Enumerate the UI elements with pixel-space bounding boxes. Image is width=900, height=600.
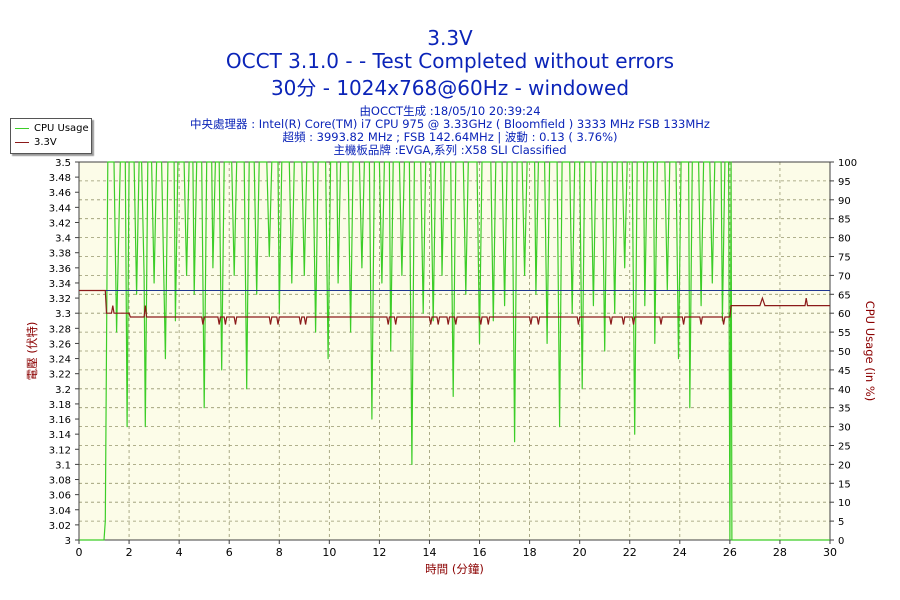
chart-subtitle: OCCT 3.1.0 - - Test Completed without er… — [225, 49, 675, 73]
y-left-tick-label: 3.16 — [49, 415, 71, 426]
y-left-tick-label: 3.24 — [49, 355, 71, 366]
y-right-tick-label: 60 — [838, 309, 851, 320]
y-left-tick-label: 3.22 — [49, 370, 71, 381]
y-left-tick-label: 3.5 — [55, 158, 71, 169]
y-right-tick-label: 100 — [838, 158, 857, 169]
y-right-tick-label: 25 — [838, 442, 851, 453]
y-left-tick-label: 3.42 — [49, 218, 71, 229]
y-left-tick-label: 3.04 — [49, 506, 71, 517]
y-right-tick-label: 80 — [838, 234, 851, 245]
y-left-tick-label: 3.18 — [49, 400, 71, 411]
y-left-tick-label: 3.28 — [49, 324, 71, 335]
x-tick-label: 30 — [823, 546, 837, 559]
y-right-tick-label: 75 — [838, 253, 851, 264]
y-left-tick-label: 3.38 — [49, 249, 71, 260]
x-tick-label: 0 — [76, 546, 83, 559]
y-right-tick-label: 0 — [838, 536, 844, 547]
series-voltage-line — [79, 289, 830, 325]
y-right-tick-label: 10 — [838, 498, 851, 509]
y-right-tick-label: 35 — [838, 404, 851, 415]
y-left-tick-label: 3 — [65, 536, 71, 547]
legend-swatch-cpu — [15, 128, 29, 129]
y-left-tick-label: 3.08 — [49, 476, 71, 487]
x-tick-label: 14 — [422, 546, 436, 559]
x-tick-label: 26 — [723, 546, 737, 559]
legend-swatch-voltage — [15, 142, 29, 143]
y-right-tick-label: 90 — [838, 196, 851, 207]
x-tick-label: 16 — [473, 546, 487, 559]
y-left-tick-label: 3.3 — [55, 309, 71, 320]
y-right-tick-label: 15 — [838, 479, 851, 490]
chart-title: 3.3V — [427, 26, 473, 50]
y-right-tick-label: 5 — [838, 517, 844, 528]
y-right-tick-label: 50 — [838, 347, 851, 358]
y-left-tick-label: 3.46 — [49, 188, 71, 199]
legend-label-voltage: 3.3V — [34, 137, 57, 148]
info-overclock: 超頻 : 3993.82 MHz ; FSB 142.64MHz | 波動 : … — [282, 130, 618, 144]
legend: CPU Usage 3.3V — [10, 118, 92, 154]
y-left-tick-label: 3.02 — [49, 521, 71, 532]
y-right-tick-label: 40 — [838, 385, 851, 396]
y-left-tick-label: 3.26 — [49, 339, 71, 350]
y-right-tick-label: 20 — [838, 460, 851, 471]
x-tick-label: 12 — [372, 546, 386, 559]
y-left-tick-label: 3.36 — [49, 264, 71, 275]
x-tick-label: 6 — [226, 546, 233, 559]
x-tick-label: 24 — [673, 546, 687, 559]
y-right-tick-label: 65 — [838, 290, 851, 301]
y-left-tick-label: 3.14 — [49, 430, 71, 441]
y-right-tick-label: 95 — [838, 177, 851, 188]
y-left-tick-label: 3.48 — [49, 173, 71, 184]
y-left-tick-label: 3.2 — [55, 385, 71, 396]
y-left-tick-label: 3.06 — [49, 491, 71, 502]
x-tick-label: 4 — [176, 546, 183, 559]
series-cpu-usage-line — [79, 161, 830, 541]
legend-label-cpu: CPU Usage — [34, 123, 89, 134]
x-tick-label: 28 — [773, 546, 787, 559]
x-axis-label: 時間 (分鐘) — [425, 562, 484, 576]
chart-subtitle-resolution: 30分 - 1024x768@60Hz - windowed — [270, 76, 630, 100]
info-cpu: 中央處理器 : Intel(R) Core(TM) i7 CPU 975 @ 3… — [190, 117, 710, 131]
x-tick-label: 18 — [523, 546, 537, 559]
y-right-axis-label: CPU Usage (in %) — [863, 301, 877, 402]
y-left-tick-label: 3.34 — [49, 279, 71, 290]
y-left-tick-label: 3.4 — [55, 234, 71, 245]
y-left-tick-label: 3.44 — [49, 203, 71, 214]
y-left-tick-label: 3.1 — [55, 460, 71, 471]
y-left-axis-label: 電壓 (伏特) — [25, 322, 39, 381]
y-right-tick-label: 45 — [838, 366, 851, 377]
y-right-tick-label: 30 — [838, 423, 851, 434]
y-left-tick-label: 3.12 — [49, 445, 71, 456]
y-right-tick-label: 55 — [838, 328, 851, 339]
y-right-tick-label: 85 — [838, 215, 851, 226]
x-tick-label: 2 — [126, 546, 133, 559]
x-tick-label: 10 — [322, 546, 336, 559]
info-generated-by: 由OCCT生成 :18/05/10 20:39:24 — [359, 104, 541, 118]
x-tick-label: 8 — [276, 546, 283, 559]
x-tick-label: 22 — [623, 546, 637, 559]
x-tick-label: 20 — [573, 546, 587, 559]
y-left-tick-label: 3.32 — [49, 294, 71, 305]
y-right-tick-label: 70 — [838, 271, 851, 282]
info-motherboard: 主機板品牌 :EVGA,系列 :X58 SLI Classified — [333, 143, 567, 157]
